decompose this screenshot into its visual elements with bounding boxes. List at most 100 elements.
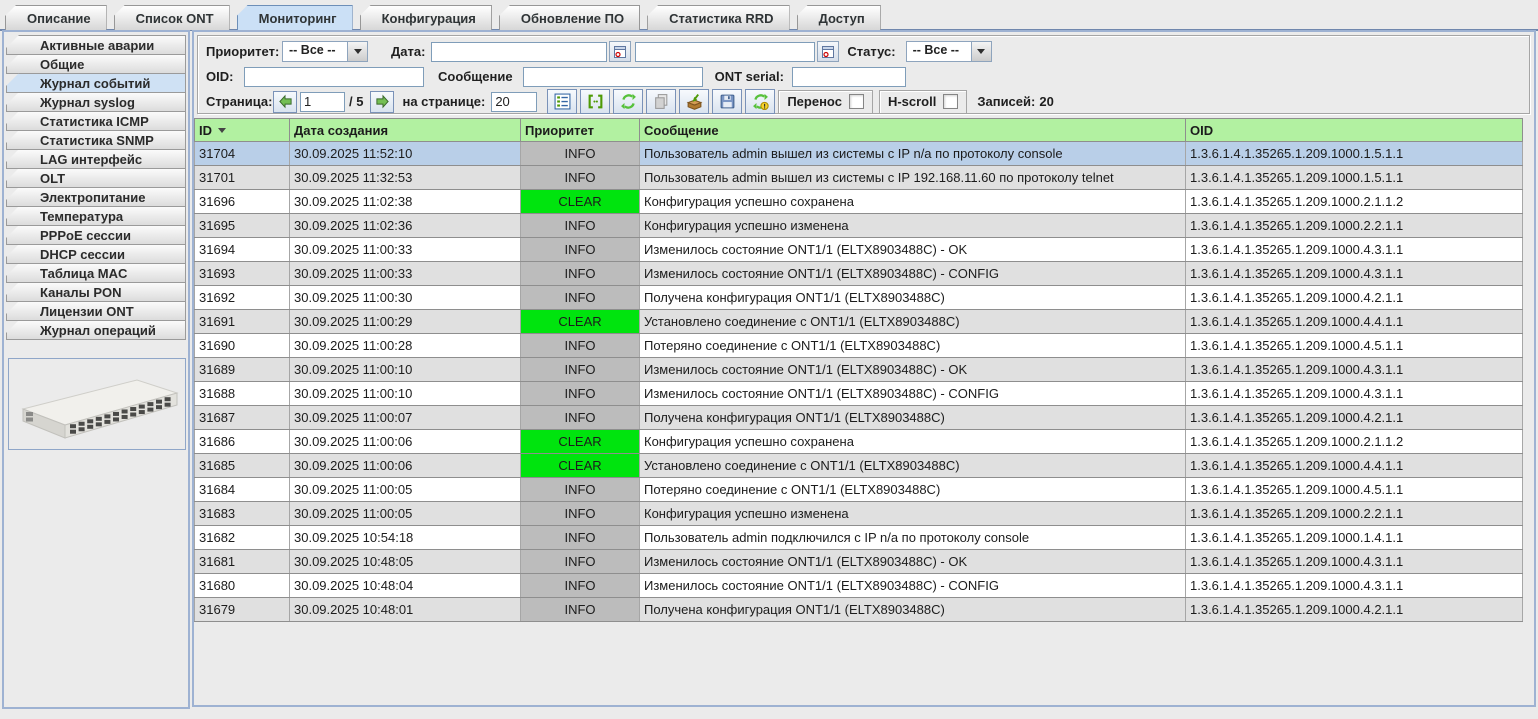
status-select[interactable]: -- Все -- <box>905 41 992 62</box>
calendar-icon <box>614 45 627 58</box>
sidebar-item-статистика-snmp[interactable]: Статистика SNMP <box>6 130 186 150</box>
column-header-дата-создания[interactable]: Дата создания <box>289 118 521 142</box>
table-row[interactable]: 31683 30.09.2025 11:00:05 INFO Конфигурация… <box>194 501 1523 526</box>
sidebar-item-dhcp-сессии[interactable]: DHCP сессии <box>6 244 186 264</box>
date-from-input[interactable] <box>431 41 608 62</box>
table-row[interactable]: 31704 30.09.2025 11:52:10 INFO Пользователь… <box>194 141 1523 166</box>
sidebar-item-pppoe-сессии[interactable]: PPPoE сессии <box>6 225 186 245</box>
sidebar-item-каналы-pon[interactable]: Каналы PON <box>6 282 186 302</box>
cell-date: 30.09.2025 10:48:01 <box>289 597 521 622</box>
date-to-input[interactable] <box>635 41 816 62</box>
cell-priority: CLEAR <box>520 429 640 454</box>
cell-oid: 1.3.6.1.4.1.35265.1.209.1000.2.2.1.1 <box>1185 501 1523 526</box>
sidebar-item-статистика-icmp[interactable]: Статистика ICMP <box>6 111 186 131</box>
cell-oid: 1.3.6.1.4.1.35265.1.209.1000.4.4.1.1 <box>1185 309 1523 334</box>
hscroll-checkbox[interactable] <box>943 94 959 109</box>
export-button[interactable] <box>679 89 710 114</box>
sidebar-item-таблица-mac[interactable]: Таблица MAC <box>6 263 186 283</box>
cell-message: Изменилось состояние ONT1/1 (ELTX8903488… <box>639 357 1186 382</box>
cell-date: 30.09.2025 11:00:10 <box>289 357 521 382</box>
cell-oid: 1.3.6.1.4.1.35265.1.209.1000.4.3.1.1 <box>1185 549 1523 574</box>
oid-input[interactable] <box>244 66 424 87</box>
tab-описание[interactable]: Описание <box>5 5 107 30</box>
table-row[interactable]: 31694 30.09.2025 11:00:33 INFO Изменилось с… <box>194 237 1523 262</box>
table-row[interactable]: 31690 30.09.2025 11:00:28 INFO Потеряно сое… <box>194 333 1523 358</box>
chevron-down-icon[interactable] <box>970 42 991 61</box>
cell-message: Получена конфигурация ONT1/1 (ELTX890348… <box>639 405 1186 430</box>
table-row[interactable]: 31688 30.09.2025 11:00:10 INFO Изменилось с… <box>194 381 1523 406</box>
page-input[interactable] <box>300 91 345 112</box>
sidebar-item-температура[interactable]: Температура <box>6 206 186 226</box>
show-details-button[interactable] <box>547 89 578 114</box>
fit-columns-icon <box>587 93 604 110</box>
cell-date: 30.09.2025 11:00:06 <box>289 453 521 478</box>
table-row[interactable]: 31691 30.09.2025 11:00:29 CLEAR Установлено… <box>194 309 1523 334</box>
priority-select[interactable]: -- Все -- <box>282 41 368 62</box>
cell-priority: INFO <box>520 285 640 310</box>
next-page-button[interactable] <box>370 90 395 113</box>
sidebar-item-olt[interactable]: OLT <box>6 168 186 188</box>
table-row[interactable]: 31701 30.09.2025 11:32:53 INFO Пользователь… <box>194 165 1523 190</box>
cell-id: 31694 <box>194 237 290 262</box>
table-row[interactable]: 31687 30.09.2025 11:00:07 INFO Получена кон… <box>194 405 1523 430</box>
table-row[interactable]: 31682 30.09.2025 10:54:18 INFO Пользователь… <box>194 525 1523 550</box>
table-row[interactable]: 31696 30.09.2025 11:02:38 CLEAR Конфигураци… <box>194 189 1523 214</box>
date-to-calendar-button[interactable] <box>817 41 840 62</box>
message-input[interactable] <box>522 66 703 87</box>
prev-page-button[interactable] <box>273 90 297 113</box>
tab-мониторинг[interactable]: Мониторинг <box>236 5 353 30</box>
sidebar-item-журнал-событий[interactable]: Журнал событий <box>6 73 186 93</box>
cell-priority: INFO <box>520 573 640 598</box>
filter-row-3: Страница: / 5 на странице: Перенос H-scr… <box>206 89 1521 114</box>
ont-serial-input[interactable] <box>791 66 906 87</box>
table-row[interactable]: 31680 30.09.2025 10:48:04 INFO Изменилось с… <box>194 573 1523 598</box>
sidebar-item-электропитание[interactable]: Электропитание <box>6 187 186 207</box>
table-row[interactable]: 31693 30.09.2025 11:00:33 INFO Изменилось с… <box>194 261 1523 286</box>
sidebar-item-журнал-syslog[interactable]: Журнал syslog <box>6 92 186 112</box>
table-row[interactable]: 31692 30.09.2025 11:00:30 INFO Получена кон… <box>194 285 1523 310</box>
table-row[interactable]: 31695 30.09.2025 11:02:36 INFO Конфигурация… <box>194 213 1523 238</box>
table-row[interactable]: 31686 30.09.2025 11:00:06 CLEAR Конфигураци… <box>194 429 1523 454</box>
column-header-приоритет[interactable]: Приоритет <box>520 118 640 142</box>
hscroll-label: H-scroll <box>887 94 937 109</box>
table-row[interactable]: 31689 30.09.2025 11:00:10 INFO Изменилось с… <box>194 357 1523 382</box>
cell-date: 30.09.2025 11:00:29 <box>289 309 521 334</box>
cell-id: 31692 <box>194 285 290 310</box>
table-row[interactable]: 31685 30.09.2025 11:00:06 CLEAR Установлено… <box>194 453 1523 478</box>
column-header-oid[interactable]: OID <box>1185 118 1523 142</box>
copy-icon <box>653 93 670 110</box>
column-header-сообщение[interactable]: Сообщение <box>639 118 1186 142</box>
per-page-input[interactable] <box>491 91 538 112</box>
refresh-button[interactable] <box>613 89 644 114</box>
fit-columns-button[interactable] <box>580 89 611 114</box>
tab-статистика-rrd[interactable]: Статистика RRD <box>647 5 790 30</box>
records-value: 20 <box>1039 94 1054 109</box>
page-label: Страница: <box>206 94 273 109</box>
copy-button[interactable] <box>646 89 677 114</box>
table-row[interactable]: 31681 30.09.2025 10:48:05 INFO Изменилось с… <box>194 549 1523 574</box>
tab-доступ[interactable]: Доступ <box>796 5 881 30</box>
sidebar-item-общие[interactable]: Общие <box>6 54 186 74</box>
sidebar-item-lag-интерфейс[interactable]: LAG интерфейс <box>6 149 186 169</box>
column-header-id[interactable]: ID <box>194 118 290 142</box>
cell-priority: INFO <box>520 213 640 238</box>
table-row[interactable]: 31679 30.09.2025 10:48:01 INFO Получена кон… <box>194 597 1523 622</box>
save-button[interactable] <box>712 89 743 114</box>
cell-date: 30.09.2025 10:48:05 <box>289 549 521 574</box>
wrap-checkbox[interactable] <box>848 94 864 109</box>
chevron-down-icon[interactable] <box>347 42 367 61</box>
cell-id: 31679 <box>194 597 290 622</box>
tab-список-ont[interactable]: Список ONT <box>113 5 230 30</box>
sidebar-item-журнал-операций[interactable]: Журнал операций <box>6 320 186 340</box>
table-row[interactable]: 31684 30.09.2025 11:00:05 INFO Потеряно сое… <box>194 477 1523 502</box>
cell-priority: INFO <box>520 597 640 622</box>
sidebar-item-активные-аварии[interactable]: Активные аварии <box>6 35 186 55</box>
date-from-calendar-button[interactable] <box>609 41 632 62</box>
tab-конфигурация[interactable]: Конфигурация <box>359 5 492 30</box>
sidebar-item-лицензии-ont[interactable]: Лицензии ONT <box>6 301 186 321</box>
cell-message: Потеряно соединение с ONT1/1 (ELTX890348… <box>639 477 1186 502</box>
cell-message: Конфигурация успешно сохранена <box>639 189 1186 214</box>
tab-обновление-по[interactable]: Обновление ПО <box>498 5 641 30</box>
hscroll-group: H-scroll <box>878 89 968 114</box>
auto-refresh-button[interactable] <box>745 89 776 114</box>
